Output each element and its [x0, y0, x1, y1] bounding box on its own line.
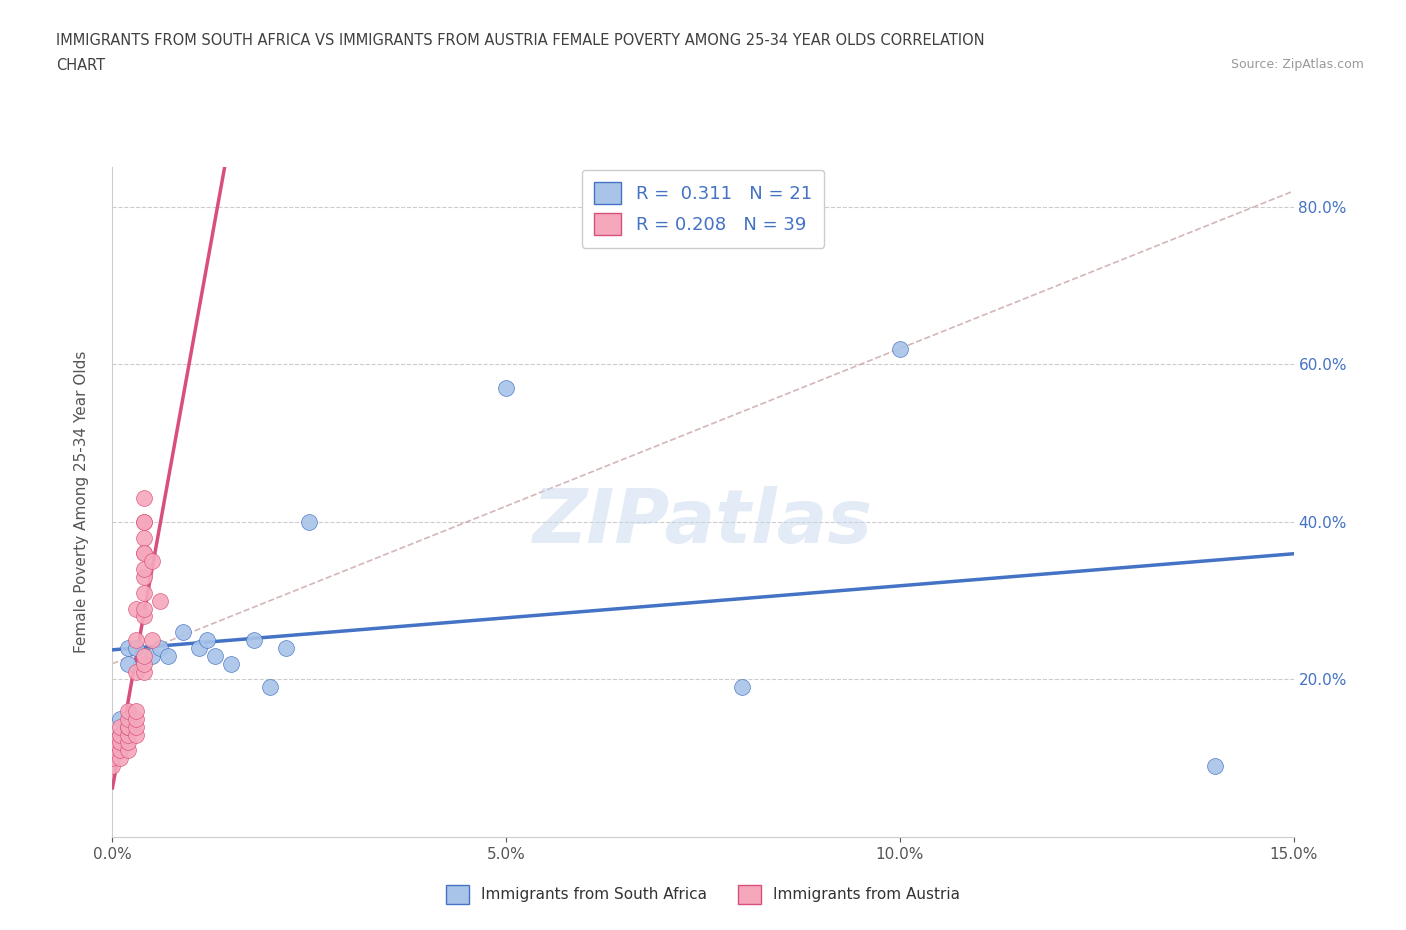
Point: [125, 601, 148, 616]
Point: [110, 735, 132, 750]
Point: [117, 703, 139, 718]
Text: IMMIGRANTS FROM SOUTH AFRICA VS IMMIGRANTS FROM AUSTRIA FEMALE POVERTY AMONG 25-: IMMIGRANTS FROM SOUTH AFRICA VS IMMIGRAN…: [56, 33, 984, 47]
Point: [132, 562, 155, 577]
Point: [172, 625, 194, 640]
Point: [125, 703, 148, 718]
Point: [731, 680, 754, 695]
Point: [110, 719, 132, 734]
Point: [889, 341, 911, 356]
Text: ZIPatlas: ZIPatlas: [533, 485, 873, 559]
Point: [132, 585, 155, 600]
Point: [125, 664, 148, 679]
Point: [243, 632, 266, 647]
Point: [149, 593, 172, 608]
Point: [298, 514, 321, 529]
Point: [132, 569, 155, 584]
Point: [110, 751, 132, 765]
Point: [125, 727, 148, 742]
Point: [132, 491, 155, 506]
Point: [125, 632, 148, 647]
Text: Source: ZipAtlas.com: Source: ZipAtlas.com: [1230, 58, 1364, 71]
Point: [117, 727, 139, 742]
Point: [125, 719, 148, 734]
Point: [132, 530, 155, 545]
Point: [110, 727, 132, 742]
Point: [101, 735, 124, 750]
Point: [101, 751, 124, 765]
Point: [132, 546, 155, 561]
Point: [495, 380, 517, 395]
Point: [117, 641, 139, 656]
Point: [117, 719, 139, 734]
Point: [274, 641, 297, 656]
Point: [141, 554, 163, 569]
Point: [117, 743, 139, 758]
Point: [125, 711, 148, 726]
Point: [132, 514, 155, 529]
Point: [132, 514, 155, 529]
Point: [156, 648, 179, 663]
Point: [219, 657, 242, 671]
Text: CHART: CHART: [56, 58, 105, 73]
Point: [141, 632, 163, 647]
Legend: Immigrants from South Africa, Immigrants from Austria: Immigrants from South Africa, Immigrants…: [440, 879, 966, 910]
Point: [141, 648, 163, 663]
Point: [110, 711, 132, 726]
Point: [132, 657, 155, 671]
Point: [117, 657, 139, 671]
Point: [195, 632, 218, 647]
Point: [132, 609, 155, 624]
Point: [259, 680, 281, 695]
Point: [149, 641, 172, 656]
Point: [204, 648, 226, 663]
Point: [125, 641, 148, 656]
Point: [117, 719, 139, 734]
Y-axis label: Female Poverty Among 25-34 Year Olds: Female Poverty Among 25-34 Year Olds: [75, 351, 89, 654]
Point: [188, 641, 211, 656]
Point: [110, 743, 132, 758]
Point: [132, 648, 155, 663]
Point: [132, 546, 155, 561]
Point: [132, 664, 155, 679]
Point: [117, 735, 139, 750]
Point: [1204, 759, 1226, 774]
Point: [132, 601, 155, 616]
Point: [110, 727, 132, 742]
Point: [117, 711, 139, 726]
Point: [101, 759, 124, 774]
